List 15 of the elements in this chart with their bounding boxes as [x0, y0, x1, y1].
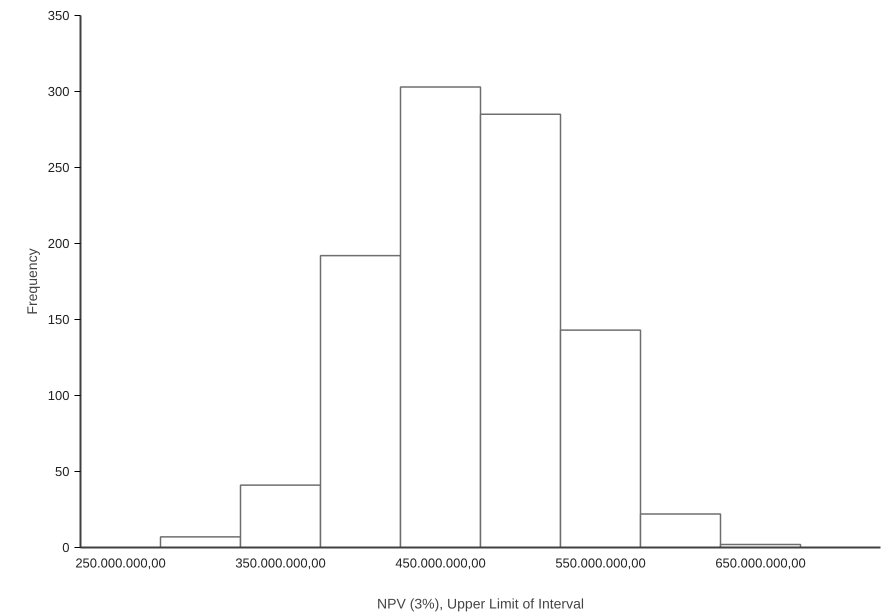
x-tick-label: 550.000.000,00 [555, 556, 646, 570]
y-tick-label: 150 [48, 312, 70, 327]
y-tick-label: 250 [48, 160, 70, 175]
x-axis-title: NPV (3%), Upper Limit of Interval [377, 596, 584, 612]
x-tick-label: 650.000.000,00 [715, 556, 806, 570]
y-tick-label: 100 [48, 388, 70, 403]
y-tick-label: 0 [62, 540, 70, 555]
y-axis-title: Frequency [24, 248, 40, 315]
y-tick-label: 300 [48, 84, 70, 99]
x-tick-label: 250.000.000,00 [75, 556, 166, 570]
y-tick-label: 350 [48, 8, 70, 23]
y-tick-label: 50 [55, 464, 70, 479]
x-tick-label: 350.000.000,00 [235, 556, 326, 570]
x-tick-label: 450.000.000,00 [395, 556, 486, 570]
y-tick-label: 200 [48, 236, 70, 251]
